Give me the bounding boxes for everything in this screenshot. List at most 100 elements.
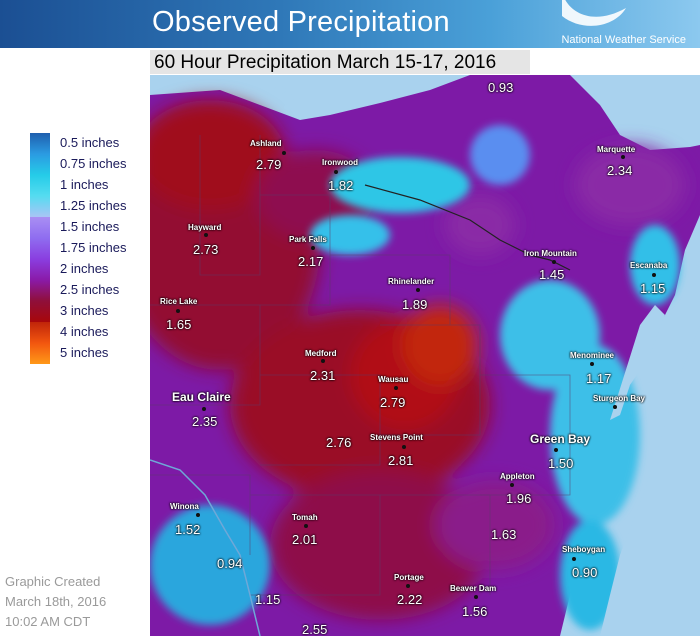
legend-label: 2 inches [60,261,109,276]
legend-item: 2 inches [30,259,170,280]
legend-item: 0.5 inches [30,133,170,154]
border [250,494,381,596]
legend-swatch [30,175,50,196]
legend-label: 5 inches [60,345,109,360]
county-borders [150,135,571,596]
station-marker [510,483,514,487]
station-marker [652,273,656,277]
island [290,94,300,100]
station-marker [321,359,325,363]
legend-swatch [30,280,50,301]
station-name: Ashland [250,139,282,148]
nws-logo-icon [562,0,626,26]
station-marker [552,260,556,264]
legend-label: 0.75 inches [60,156,127,171]
rain-cell [402,305,478,385]
station-name: Eau Claire [172,390,231,404]
station-name: Sturgeon Bay [593,394,646,403]
legend-label: 4 inches [60,324,109,339]
green-bay-waters [610,305,665,420]
station-name: Stevens Point [370,433,423,442]
station-value: 1.15 [640,281,666,296]
precipitation-map-graphic [150,75,700,636]
station-value: 1.82 [328,178,354,193]
mississippi-river [150,459,261,636]
station-name: Marquette [597,145,636,154]
station-value: 1.63 [491,527,517,542]
border [480,374,571,496]
station-marker [613,405,617,409]
station-value: 1.96 [506,491,532,506]
rain-cell [445,195,515,255]
legend-swatch [30,154,50,175]
legend-item: 5 inches [30,343,170,364]
legend-swatch [30,196,50,217]
rain-cell [435,480,555,570]
light-rain-band [330,157,470,213]
legend-label: 1.25 inches [60,198,127,213]
station-marker [304,524,308,528]
rain-cell [575,145,685,225]
border [260,374,381,466]
agency-label: National Weather Service [561,34,686,46]
station-marker [204,233,208,237]
state-border [364,184,571,271]
page-title: Observed Precipitation [152,6,450,38]
legend-swatch [30,301,50,322]
legend-item: 2.5 inches [30,280,170,301]
station-name: Park Falls [289,235,327,244]
border [199,135,261,276]
station-value: 0.90 [572,565,598,580]
station-value: 2.34 [607,163,633,178]
station-value: 2.55 [302,622,328,636]
map-subtitle: 60 Hour Precipitation March 15-17, 2016 [154,52,497,73]
station-value: 2.01 [292,532,318,547]
legend-swatch [30,343,50,364]
light-rain-band [630,225,680,305]
station-value: 2.22 [397,592,423,607]
station-name: Wausau [378,375,409,384]
station-name: Rice Lake [160,297,198,306]
island [274,86,286,94]
credit-line: 10:02 AM CDT [5,614,91,629]
station-value: 2.79 [380,395,406,410]
station-name: Green Bay [530,432,591,446]
station-marker [474,595,478,599]
precipitation-map: Ashland 2.79 Ironwood 1.82 Marquette 2.3… [150,75,700,636]
station-value: 2.73 [193,242,219,257]
legend-swatch [30,238,50,259]
lake-michigan-shore [600,325,700,636]
station-marker [311,246,315,250]
station-value: 0.93 [488,80,514,95]
legend-swatch [30,217,50,238]
border [380,324,481,436]
legend-item: 4 inches [30,322,170,343]
station-marker [406,584,410,588]
station-name: Rhinelander [388,277,435,286]
legend-label: 3 inches [60,303,109,318]
station-marker [621,155,625,159]
station-name: Portage [394,573,424,582]
legend-label: 0.5 inches [60,135,120,150]
graphic-credit: Graphic Created March 18th, 2016 10:02 A… [5,572,106,632]
border [330,254,451,325]
station-value: 1.45 [539,267,565,282]
island [284,104,292,110]
station-value: 2.31 [310,368,336,383]
station-marker [590,362,594,366]
legend-item: 1 inches [30,175,170,196]
station-name: Menominee [570,351,615,360]
station-name: Hayward [188,223,222,232]
legend-label: 1.5 inches [60,219,120,234]
station-marker [202,407,206,411]
legend-item: 3 inches [30,301,170,322]
station-value: 2.17 [298,254,324,269]
legend-item: 1.75 inches [30,238,170,259]
station-value: 2.79 [256,157,282,172]
station-name: Iron Mountain [524,249,577,258]
station-name: Winona [170,502,199,511]
station-value: 1.15 [255,592,281,607]
station-name: Appleton [500,472,535,481]
station-marker [334,170,338,174]
border [150,474,251,555]
